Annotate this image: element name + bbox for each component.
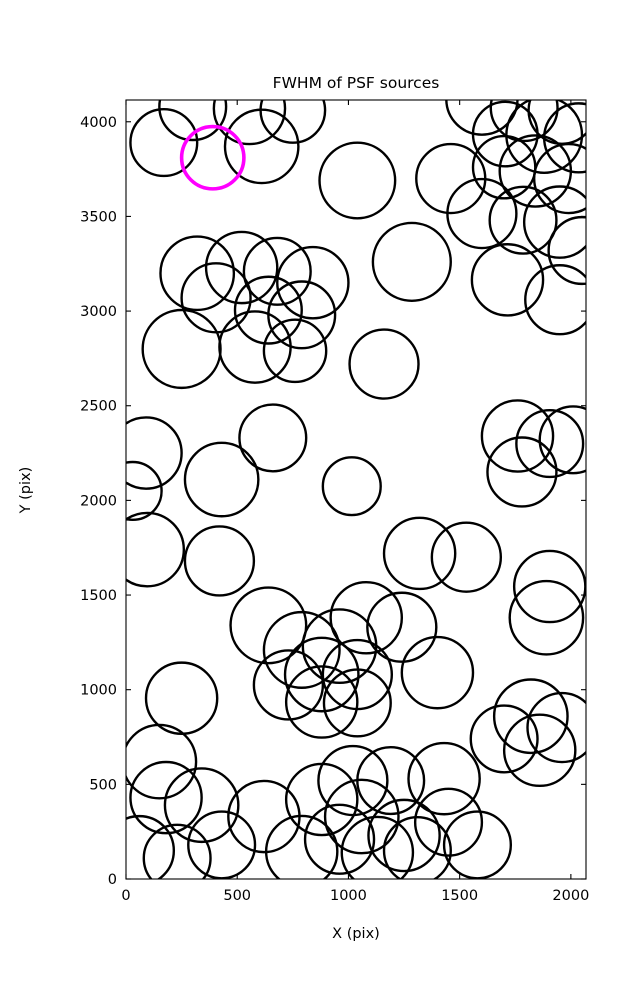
psf-source-circle xyxy=(488,185,558,255)
chart-title: FWHM of PSF sources xyxy=(273,74,440,92)
psf-source-circle xyxy=(129,108,199,178)
x-tick-label: 1500 xyxy=(441,888,478,904)
psf-source-circle xyxy=(340,815,415,879)
psf-source-circle xyxy=(480,399,555,473)
psf-source-circle xyxy=(430,521,503,593)
psf-source-circle xyxy=(498,134,573,208)
psf-source-circle xyxy=(318,141,397,220)
psf-source-circle xyxy=(470,243,545,317)
psf-source-circle xyxy=(321,456,382,517)
psf-source-circle xyxy=(129,760,203,835)
axes-frame xyxy=(125,99,587,880)
psf-source-circle xyxy=(126,511,186,588)
psf-source-circle xyxy=(187,810,257,879)
y-tick-label: 3000 xyxy=(80,304,117,320)
y-tick-label: 1500 xyxy=(80,588,117,604)
psf-source-circle xyxy=(159,235,236,312)
psf-source-circle xyxy=(329,580,404,655)
y-tick-label: 2000 xyxy=(80,493,117,509)
psf-source-circle xyxy=(371,221,452,302)
x-tick-label: 1000 xyxy=(330,888,367,904)
psf-source-circle xyxy=(442,810,513,879)
psf-source-circle xyxy=(413,787,484,857)
psf-source-circle xyxy=(126,814,176,879)
x-tick-label: 2000 xyxy=(552,888,589,904)
psf-source-circle xyxy=(238,403,308,473)
y-tick-label: 3500 xyxy=(80,209,117,225)
psf-source-circle xyxy=(382,816,452,879)
psf-source-circle xyxy=(262,610,341,689)
psf-source-circle xyxy=(524,264,586,336)
psf-source-circle xyxy=(323,778,400,855)
x-tick-label: 0 xyxy=(121,888,130,904)
psf-source-circle xyxy=(223,108,300,185)
psf-source-circle xyxy=(264,814,339,879)
psf-source-circle xyxy=(276,245,350,320)
x-tick-label: 500 xyxy=(223,888,251,904)
psf-source-circle xyxy=(183,441,260,518)
psf-source-circle xyxy=(183,525,256,597)
psf-source-circle xyxy=(486,436,558,508)
psf-source-circle xyxy=(508,579,585,656)
psf-source-circle xyxy=(366,591,438,663)
psf-source-circle xyxy=(492,678,569,755)
psf-source-circle xyxy=(218,310,292,384)
psf-source-circle xyxy=(407,741,481,816)
psf-source-circle xyxy=(252,649,325,721)
psf-source-circle xyxy=(163,767,240,844)
psf-source-circle xyxy=(322,668,392,738)
psf-source-circle xyxy=(126,460,163,522)
psf-source-circle xyxy=(283,636,360,713)
psf-source-circle xyxy=(126,723,198,800)
psf-source-circle xyxy=(515,409,585,479)
psf-source-circle xyxy=(547,215,586,286)
psf-circle-layer xyxy=(126,100,586,879)
psf-source-circle xyxy=(538,405,586,475)
psf-source-circle xyxy=(502,713,577,788)
psf-source-circle xyxy=(126,416,183,490)
psf-source-circle xyxy=(446,177,518,250)
psf-source-circle xyxy=(469,704,539,774)
psf-source-circle xyxy=(400,635,475,710)
psf-source-circle xyxy=(303,803,376,875)
psf-source-circle xyxy=(445,100,519,136)
psf-source-circle xyxy=(471,100,539,168)
y-tick-label: 4000 xyxy=(80,115,117,131)
psf-source-circle xyxy=(542,102,586,174)
psf-source-circle xyxy=(382,516,457,591)
psf-source-circle xyxy=(229,586,308,665)
x-axis-label: X (pix) xyxy=(332,926,380,942)
psf-source-circle xyxy=(242,236,312,306)
psf-source-circle xyxy=(522,185,586,259)
axis-ticks-layer: 0 500 1000 1500 2000 0 500 1000 1500 2000 2500 3000… xyxy=(80,100,589,904)
psf-source-circle xyxy=(284,762,359,837)
y-tick-label: 1000 xyxy=(80,683,117,699)
y-tick-label: 2500 xyxy=(80,399,117,415)
psf-source-circle xyxy=(526,691,586,764)
psf-source-circle xyxy=(233,275,303,345)
psf-source-circle xyxy=(212,100,287,146)
psf-source-circle xyxy=(204,230,279,305)
psf-source-circle xyxy=(471,134,537,200)
psf-source-circle xyxy=(284,665,359,739)
psf-source-circle xyxy=(142,823,212,879)
psf-source-circle xyxy=(489,100,559,143)
psf-source-circle xyxy=(262,318,328,384)
psf-source-circle xyxy=(158,100,228,142)
psf-source-highlighted xyxy=(179,124,246,191)
psf-source-circle xyxy=(367,798,441,873)
psf-source-circle xyxy=(512,549,586,624)
y-axis-label: Y (pix) xyxy=(18,467,34,515)
y-tick-label: 0 xyxy=(108,872,117,888)
y-tick-label: 500 xyxy=(89,777,117,793)
psf-source-circle xyxy=(348,328,420,400)
